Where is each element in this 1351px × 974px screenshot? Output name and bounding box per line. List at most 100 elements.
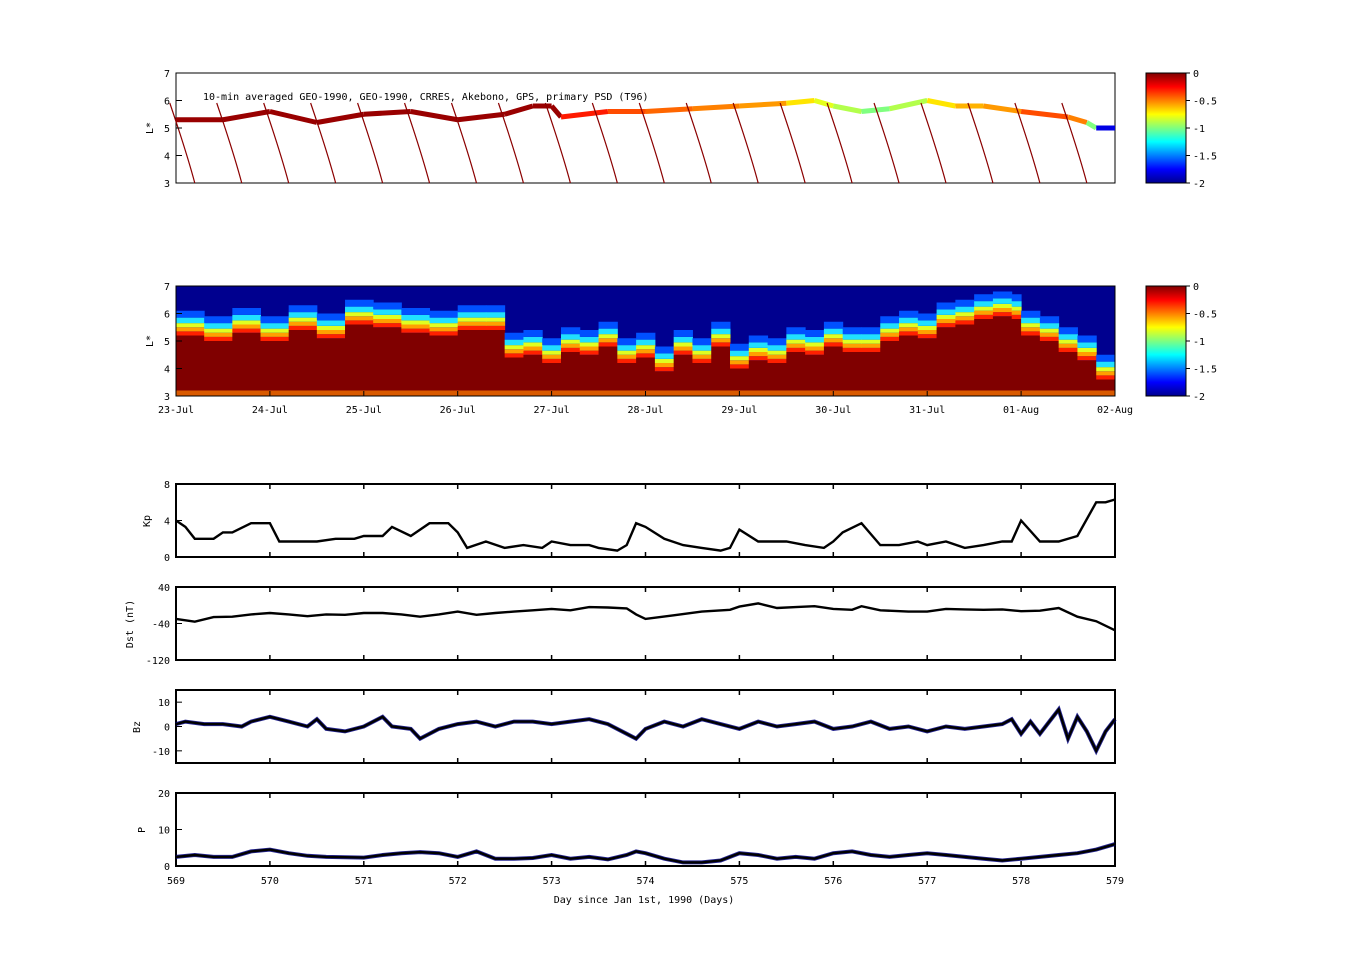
psd-cell — [204, 316, 233, 324]
obs-ylabel: L* — [145, 122, 156, 134]
psd-cell — [1077, 360, 1097, 396]
psd-cell — [401, 328, 431, 333]
psd-cell — [1058, 352, 1078, 396]
obs-ytick-label: 4 — [164, 152, 170, 163]
psd-cell — [899, 323, 919, 328]
psd-cell — [373, 302, 402, 310]
psd-cell — [373, 323, 402, 328]
psd-cell — [260, 341, 290, 396]
psd-cell — [805, 346, 825, 351]
kp-ytick-label: 4 — [164, 517, 170, 528]
obs-pass-trace — [1014, 102, 1041, 184]
psd-cell — [260, 323, 290, 329]
psd-cell — [1011, 310, 1022, 315]
obs-pass-trace — [685, 102, 712, 184]
psd-cell — [260, 336, 290, 341]
psd-cell — [1011, 314, 1022, 319]
psd-cell — [457, 330, 487, 396]
psd-cell — [692, 354, 712, 359]
psd-cell — [786, 347, 806, 352]
day-xticks: 569 570 571 572 573 574 575 576 577 578 579 — [167, 876, 1124, 887]
psd-cell — [232, 324, 262, 329]
psd-cell — [316, 325, 346, 330]
psd-cell — [1058, 347, 1078, 352]
psd-cell — [823, 338, 844, 343]
panel-observations: 10-min averaged GEO-1990, GEO-1990, CRRE… — [145, 69, 1217, 190]
psd-cell — [711, 346, 731, 396]
psd-cell — [992, 308, 1013, 313]
obs-marks — [169, 98, 1115, 184]
psd-cell — [176, 317, 205, 324]
psd-cell — [598, 342, 618, 347]
psd-cell — [1011, 294, 1022, 302]
psd-cell — [560, 343, 581, 348]
obs-pass-trace — [263, 102, 290, 184]
psd-cell — [560, 334, 581, 340]
psd-cell — [899, 327, 919, 332]
panel-bz: -10 0 10 Bz — [132, 689, 1117, 764]
psd-cell — [992, 303, 1013, 308]
obs-segment — [786, 98, 815, 106]
psd-cell — [560, 347, 581, 352]
day-xtick-label: 571 — [355, 876, 373, 887]
psd-cell — [523, 336, 543, 343]
psd-cell — [579, 354, 600, 396]
obs-segment — [889, 98, 928, 112]
p-ytick-label: 0 — [164, 862, 170, 873]
psd-cell — [673, 346, 693, 351]
panel-pressure: 0 10 20 P 569 570 571 572 573 574 575 576 577 578 57… — [137, 789, 1124, 887]
psd-cell — [429, 317, 459, 324]
psd-cell — [542, 338, 562, 346]
psd-cell — [1058, 327, 1078, 335]
obs-pass-trace — [216, 102, 243, 184]
obs-pass-trace — [544, 102, 571, 184]
kp-series: 0 4 8 — [164, 480, 1116, 564]
psd-cell — [504, 345, 524, 350]
psd-cell — [880, 323, 900, 329]
psd-cell — [1021, 335, 1041, 396]
psd-cell — [176, 335, 205, 396]
psd-cell — [288, 312, 318, 318]
psd-cell — [542, 363, 562, 396]
psd-cell — [711, 334, 731, 339]
psd-cell — [617, 345, 637, 351]
psd-cell — [917, 325, 938, 330]
psd-cell — [176, 310, 205, 318]
psd-cell — [401, 308, 431, 315]
psd-cell — [673, 336, 693, 343]
psd-cell — [232, 308, 262, 315]
dst-series: -120 -40 40 — [146, 583, 1116, 667]
psd-cell — [176, 323, 205, 328]
psd-cell — [1021, 327, 1041, 332]
psd-cell — [767, 350, 787, 355]
psd-cell — [748, 352, 769, 357]
psd-date-ticks: 23-Jul 24-Jul 25-Jul 26-Jul 27-Jul 28-Jul 29-J… — [158, 391, 1133, 416]
psd-cell — [316, 330, 346, 335]
psd-cell — [316, 338, 346, 396]
bz-ytick-label: 10 — [158, 698, 170, 709]
psd-cell — [542, 354, 562, 359]
psd-cell — [786, 352, 806, 396]
psd-cell — [711, 338, 731, 343]
psd-cell — [260, 332, 290, 337]
psd-cbtick-label: 0 — [1193, 282, 1199, 293]
psd-cbtick-label: -1 — [1193, 337, 1205, 348]
psd-cell — [636, 357, 656, 396]
psd-cell — [1039, 328, 1060, 333]
psd-cell — [823, 328, 844, 335]
psd-cell — [1039, 316, 1060, 324]
psd-cell — [485, 312, 506, 318]
psd-yticks: 3 4 5 6 7 — [164, 282, 182, 403]
psd-cell — [617, 358, 637, 363]
psd-cell — [711, 328, 731, 335]
bz-line — [175, 706, 1116, 754]
obs-colorbar — [1145, 72, 1187, 184]
psd-cell — [373, 309, 402, 315]
psd-cell — [1021, 317, 1041, 324]
psd-cell — [288, 330, 318, 396]
psd-date-label: 25-Jul — [346, 405, 382, 416]
psd-ytick-label: 5 — [164, 337, 170, 348]
psd-cell — [288, 317, 318, 322]
psd-cell — [523, 330, 543, 337]
psd-cell — [636, 332, 656, 340]
